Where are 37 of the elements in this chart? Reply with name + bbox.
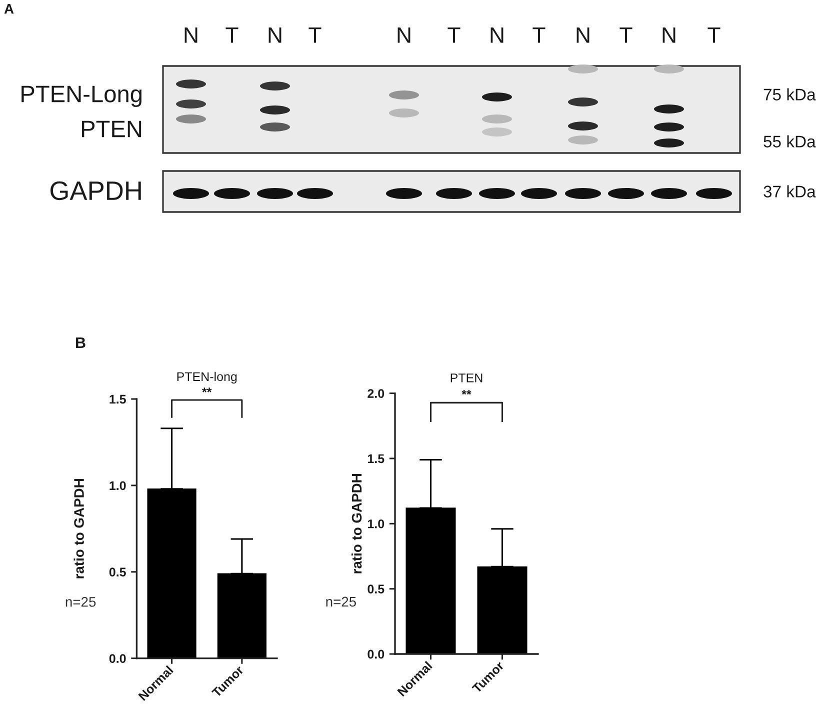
category-label: T — [308, 27, 322, 43]
text: A — [4, 4, 14, 14]
category-label: T — [226, 27, 238, 43]
y-tick-label: 2.0 — [368, 389, 384, 398]
y-axis-title: ratio to GAPDH — [74, 479, 84, 578]
category-label: T — [620, 27, 632, 43]
category-label: PTEN — [82, 120, 142, 138]
chart-title: PTEN-long — [177, 372, 237, 384]
text: ** — [202, 388, 212, 392]
category-label: N — [268, 27, 282, 43]
category-label: N — [490, 27, 504, 43]
category-label: N — [576, 27, 590, 43]
y-tick-label: 0.0 — [109, 654, 126, 663]
y-tick-label: 0.0 — [368, 650, 384, 659]
category-label: N — [398, 27, 410, 43]
y-tick-label: 1.0 — [110, 481, 126, 490]
text: n=25 — [66, 596, 96, 607]
category-label: T — [532, 27, 546, 43]
y-tick-label: 1.5 — [368, 454, 384, 464]
category-label: N — [662, 27, 676, 43]
category-label: N — [184, 27, 198, 43]
y-tick-label: 1.5 — [110, 394, 126, 404]
y-tick-label: 0.5 — [109, 568, 126, 577]
y-tick-label: 1.0 — [368, 519, 384, 528]
y-axis-title: ratio to GAPDH — [351, 474, 362, 574]
category-label: T — [448, 27, 460, 43]
category-label: T — [708, 27, 720, 43]
text: B — [76, 337, 86, 348]
category-label: 55 kDa — [764, 135, 816, 148]
category-label: 37 kDa — [764, 185, 816, 198]
chart-title: PTEN — [450, 374, 482, 382]
category-label: PTEN-Long — [22, 86, 142, 108]
category-label: GAPDH — [50, 181, 141, 200]
text: n=25 — [326, 596, 356, 607]
category-label: 75 kDa — [764, 88, 816, 100]
y-tick-label: 0.5 — [368, 584, 384, 594]
annotation: ** — [462, 390, 472, 395]
